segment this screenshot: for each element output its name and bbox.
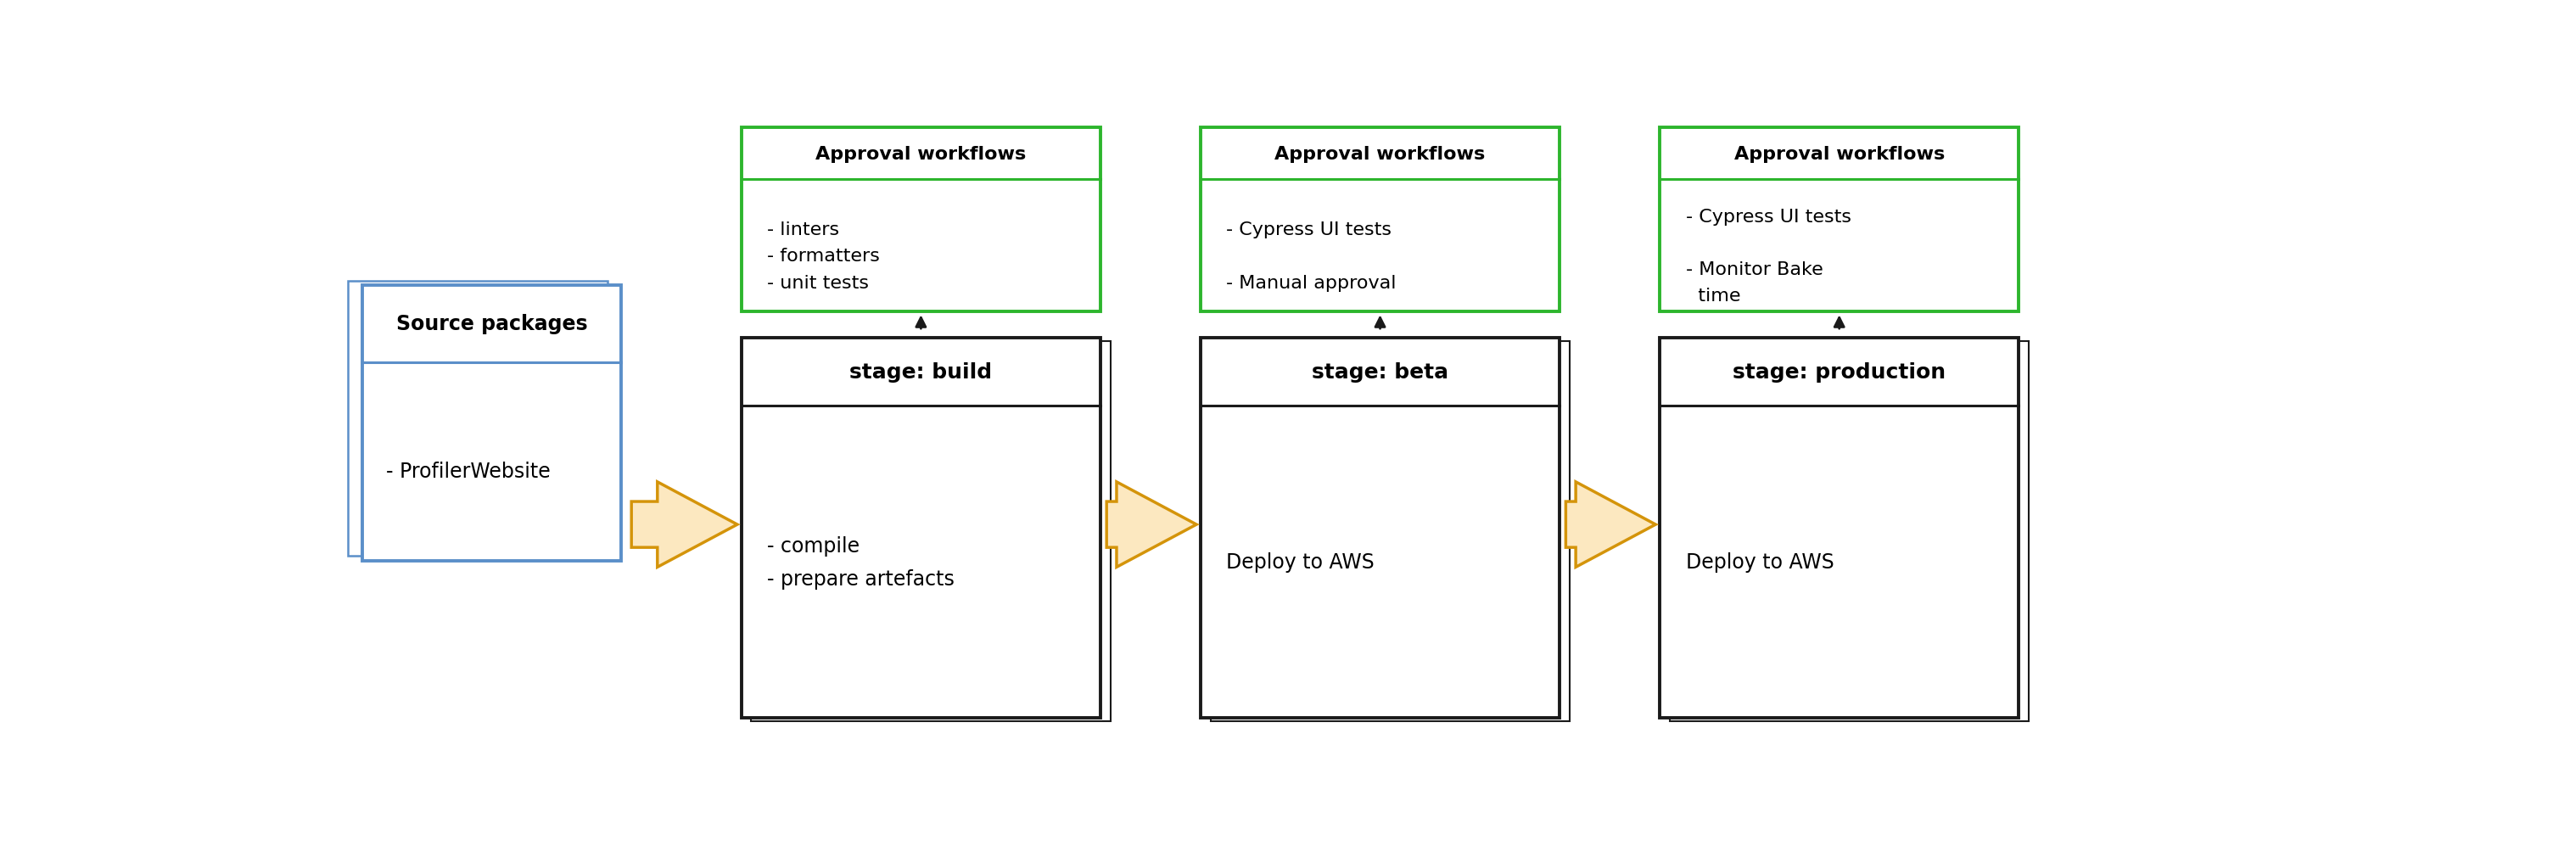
FancyBboxPatch shape bbox=[1659, 338, 2020, 718]
FancyBboxPatch shape bbox=[1669, 341, 2030, 722]
Text: - Cypress UI tests

- Monitor Bake
  time: - Cypress UI tests - Monitor Bake time bbox=[1685, 208, 1852, 305]
Polygon shape bbox=[1108, 483, 1195, 568]
Text: stage: production: stage: production bbox=[1734, 362, 1945, 382]
FancyBboxPatch shape bbox=[1659, 129, 2020, 311]
Text: Approval workflows: Approval workflows bbox=[1275, 146, 1486, 163]
Text: Source packages: Source packages bbox=[397, 314, 587, 334]
FancyBboxPatch shape bbox=[1200, 338, 1561, 718]
Text: Deploy to AWS: Deploy to AWS bbox=[1685, 552, 1834, 573]
Text: - linters
- formatters
- unit tests: - linters - formatters - unit tests bbox=[768, 221, 881, 291]
FancyBboxPatch shape bbox=[361, 286, 621, 561]
Text: - Cypress UI tests

- Manual approval: - Cypress UI tests - Manual approval bbox=[1226, 221, 1396, 291]
FancyBboxPatch shape bbox=[348, 281, 608, 557]
Text: Approval workflows: Approval workflows bbox=[1734, 146, 1945, 163]
Polygon shape bbox=[1566, 483, 1656, 568]
Text: - ProfilerWebsite: - ProfilerWebsite bbox=[386, 461, 551, 482]
FancyBboxPatch shape bbox=[752, 341, 1110, 722]
Text: stage: build: stage: build bbox=[850, 362, 992, 382]
FancyBboxPatch shape bbox=[1211, 341, 1569, 722]
Text: stage: beta: stage: beta bbox=[1311, 362, 1448, 382]
Text: Deploy to AWS: Deploy to AWS bbox=[1226, 552, 1376, 573]
Text: Approval workflows: Approval workflows bbox=[817, 146, 1025, 163]
Polygon shape bbox=[631, 483, 737, 568]
FancyBboxPatch shape bbox=[742, 338, 1100, 718]
Text: - compile
- prepare artefacts: - compile - prepare artefacts bbox=[768, 535, 956, 589]
FancyBboxPatch shape bbox=[1200, 129, 1561, 311]
FancyBboxPatch shape bbox=[742, 129, 1100, 311]
